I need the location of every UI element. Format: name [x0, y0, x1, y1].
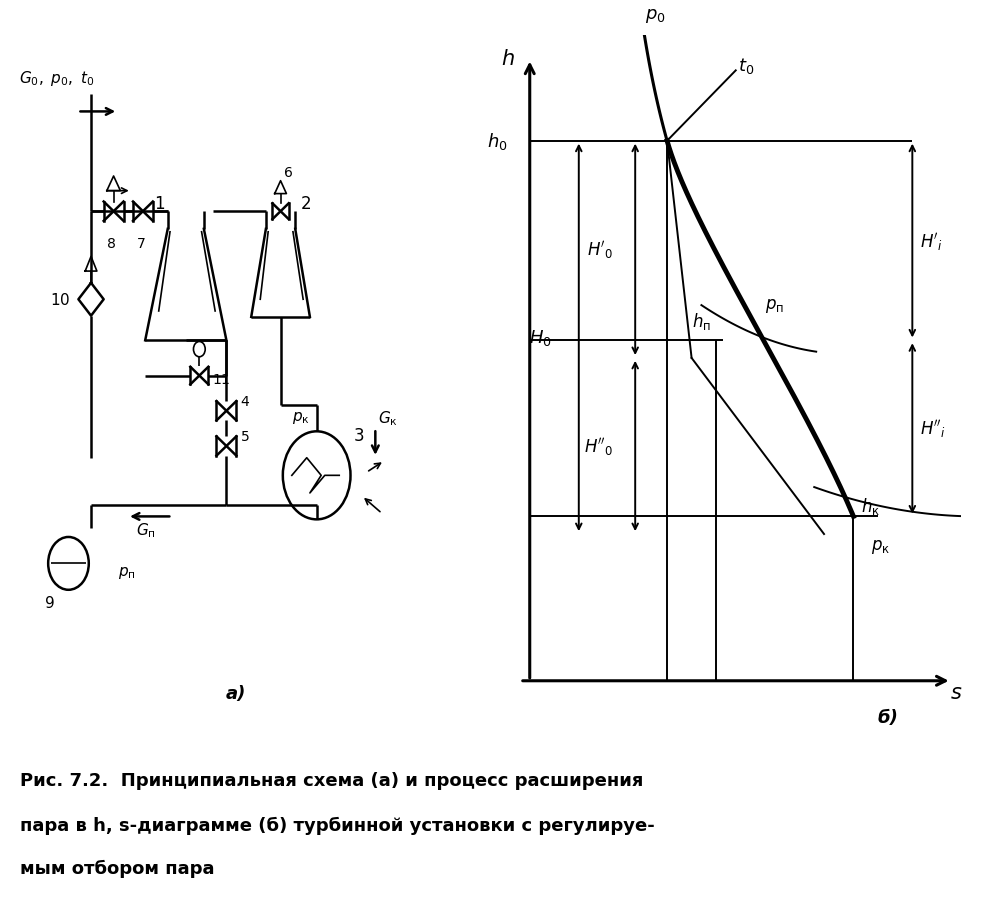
Text: $H''_0$: $H''_0$	[584, 436, 613, 457]
Text: пара в h, s-диаграмме (б) турбинной установки с регулируе-: пара в h, s-диаграмме (б) турбинной уста…	[20, 816, 654, 834]
Text: $3$: $3$	[353, 427, 364, 445]
Text: б): б)	[877, 708, 899, 726]
Text: $1$: $1$	[154, 195, 166, 213]
Text: $p_\text{п}$: $p_\text{п}$	[765, 297, 784, 315]
Text: $h_0$: $h_0$	[487, 131, 508, 152]
Text: $6$: $6$	[283, 166, 292, 179]
Text: $G_\text{п}$: $G_\text{п}$	[136, 520, 156, 539]
Text: $p_\text{к}$: $p_\text{к}$	[871, 537, 890, 555]
Text: $h_\text{к}$: $h_\text{к}$	[861, 495, 880, 516]
Text: $7$: $7$	[135, 236, 145, 251]
Text: $H'_0$: $H'_0$	[587, 239, 613, 261]
Text: $10$: $10$	[50, 292, 71, 308]
Text: $8$: $8$	[106, 236, 117, 251]
Text: $H_0$: $H_0$	[529, 328, 551, 348]
Text: $s$: $s$	[951, 683, 962, 703]
Text: мым отбором пара: мым отбором пара	[20, 859, 214, 877]
Text: $5$: $5$	[240, 429, 249, 444]
Text: а): а)	[226, 685, 245, 703]
Text: $p_\text{п}$: $p_\text{п}$	[118, 565, 135, 581]
Text: $p_\text{к}$: $p_\text{к}$	[292, 410, 310, 425]
Text: $H'_i$: $H'_i$	[920, 230, 943, 253]
Text: $G_\text{к}$: $G_\text{к}$	[378, 409, 397, 428]
Text: Рис. 7.2.  Принципиальная схема (а) и процесс расширения: Рис. 7.2. Принципиальная схема (а) и про…	[20, 771, 643, 789]
Text: $h$: $h$	[500, 50, 515, 69]
Text: $h_\text{п}$: $h_\text{п}$	[693, 310, 711, 331]
Text: $t_0$: $t_0$	[739, 56, 754, 77]
Text: $2$: $2$	[300, 195, 311, 213]
Text: $11$: $11$	[212, 373, 231, 386]
Text: $p_0$: $p_0$	[645, 6, 666, 24]
Text: $9$: $9$	[44, 594, 54, 611]
Text: $4$: $4$	[240, 394, 250, 409]
Text: $G_0,\ p_0,\ t_0$: $G_0,\ p_0,\ t_0$	[19, 69, 94, 88]
Text: $H''_i$: $H''_i$	[920, 418, 946, 440]
